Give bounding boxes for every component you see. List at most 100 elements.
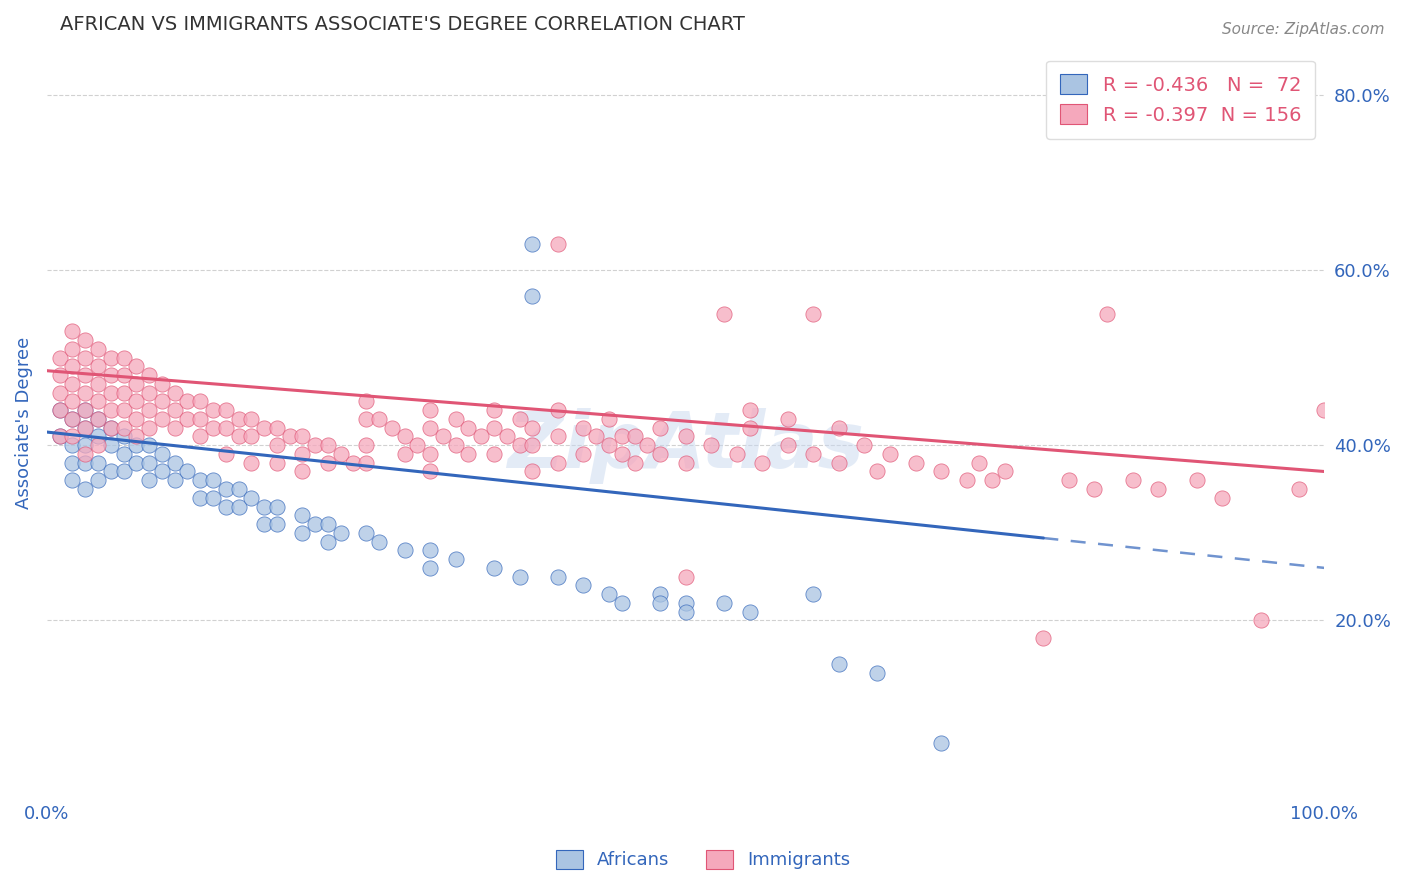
- Point: [291, 429, 314, 443]
- Point: [138, 420, 160, 434]
- Point: [62, 473, 84, 487]
- Point: [125, 438, 148, 452]
- Point: [201, 491, 224, 505]
- Point: [240, 456, 263, 470]
- Point: [457, 420, 479, 434]
- Point: [522, 465, 544, 479]
- Point: [304, 438, 326, 452]
- Point: [482, 561, 505, 575]
- Point: [176, 465, 198, 479]
- Point: [100, 420, 122, 434]
- Point: [1250, 614, 1272, 628]
- Point: [419, 561, 441, 575]
- Point: [100, 465, 122, 479]
- Point: [125, 456, 148, 470]
- Point: [48, 429, 70, 443]
- Point: [87, 412, 110, 426]
- Point: [75, 385, 97, 400]
- Y-axis label: Associate's Degree: Associate's Degree: [15, 337, 32, 509]
- Point: [228, 482, 250, 496]
- Point: [522, 438, 544, 452]
- Point: [163, 403, 186, 417]
- Point: [100, 403, 122, 417]
- Point: [75, 438, 97, 452]
- Point: [522, 289, 544, 303]
- Point: [75, 447, 97, 461]
- Point: [62, 376, 84, 391]
- Point: [419, 420, 441, 434]
- Point: [482, 420, 505, 434]
- Point: [776, 438, 799, 452]
- Point: [188, 491, 211, 505]
- Point: [713, 307, 735, 321]
- Point: [929, 465, 952, 479]
- Point: [62, 394, 84, 409]
- Point: [188, 473, 211, 487]
- Point: [444, 552, 467, 566]
- Point: [138, 456, 160, 470]
- Point: [62, 412, 84, 426]
- Point: [419, 543, 441, 558]
- Point: [316, 517, 339, 532]
- Point: [929, 736, 952, 750]
- Legend: Africans, Immigrants: Africans, Immigrants: [547, 841, 859, 879]
- Point: [291, 508, 314, 523]
- Point: [188, 412, 211, 426]
- Point: [215, 482, 238, 496]
- Point: [828, 456, 851, 470]
- Point: [62, 429, 84, 443]
- Point: [522, 236, 544, 251]
- Point: [547, 429, 569, 443]
- Point: [253, 517, 276, 532]
- Point: [394, 447, 416, 461]
- Point: [138, 368, 160, 383]
- Point: [100, 385, 122, 400]
- Point: [1032, 631, 1054, 645]
- Point: [969, 456, 991, 470]
- Point: [316, 456, 339, 470]
- Point: [725, 447, 748, 461]
- Point: [853, 438, 876, 452]
- Point: [1313, 403, 1336, 417]
- Point: [368, 412, 391, 426]
- Point: [522, 420, 544, 434]
- Point: [432, 429, 454, 443]
- Point: [87, 376, 110, 391]
- Point: [904, 456, 927, 470]
- Point: [675, 429, 697, 443]
- Point: [470, 429, 492, 443]
- Point: [87, 412, 110, 426]
- Point: [215, 500, 238, 514]
- Point: [215, 403, 238, 417]
- Point: [62, 342, 84, 356]
- Legend: R = -0.436   N =  72, R = -0.397  N = 156: R = -0.436 N = 72, R = -0.397 N = 156: [1046, 61, 1315, 138]
- Point: [776, 412, 799, 426]
- Point: [572, 578, 595, 592]
- Point: [623, 429, 645, 443]
- Point: [356, 438, 378, 452]
- Point: [572, 447, 595, 461]
- Point: [956, 473, 979, 487]
- Point: [356, 412, 378, 426]
- Point: [87, 456, 110, 470]
- Point: [201, 403, 224, 417]
- Point: [201, 473, 224, 487]
- Point: [75, 482, 97, 496]
- Point: [228, 429, 250, 443]
- Point: [240, 412, 263, 426]
- Point: [675, 596, 697, 610]
- Point: [176, 412, 198, 426]
- Text: ZipAtlas: ZipAtlas: [508, 408, 865, 483]
- Point: [100, 368, 122, 383]
- Point: [291, 465, 314, 479]
- Point: [75, 403, 97, 417]
- Point: [495, 429, 517, 443]
- Point: [240, 491, 263, 505]
- Point: [138, 473, 160, 487]
- Point: [266, 517, 288, 532]
- Point: [509, 412, 531, 426]
- Point: [356, 525, 378, 540]
- Point: [48, 351, 70, 365]
- Point: [163, 456, 186, 470]
- Point: [62, 412, 84, 426]
